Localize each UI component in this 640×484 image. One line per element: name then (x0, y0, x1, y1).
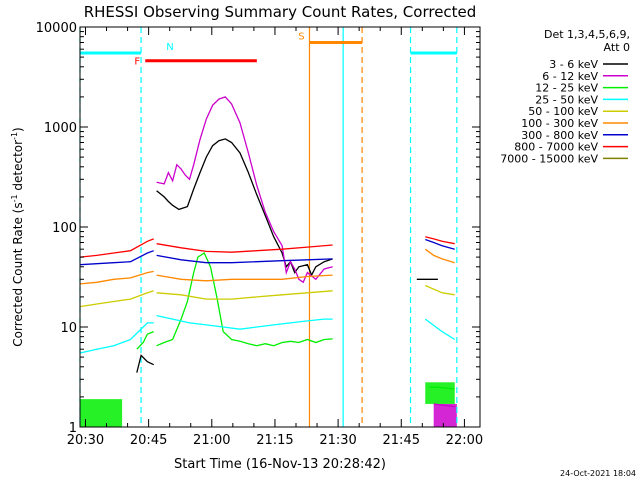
y-axis-label-end: ) (11, 127, 25, 132)
y-axis-label-main: Corrected Count Rate (s (11, 202, 25, 346)
legend-label-0: 3 - 6 keV (549, 58, 598, 71)
legend-label-1: 6 - 12 keV (542, 70, 598, 83)
generated-date: 24-Oct-2021 18:04 (560, 469, 636, 478)
y-tick-label-2: 100 (52, 221, 77, 236)
series-line-4-1 (156, 290, 333, 300)
plot-area: N F S (79, 27, 458, 427)
series-line-4-2 (425, 284, 455, 296)
series-line-5-1 (156, 274, 333, 282)
x-tick-label-0: 20:30 (67, 433, 104, 448)
flag-label-F: F (134, 57, 140, 68)
legend-label-5: 100 - 300 keV (521, 117, 598, 130)
series-line-3-2 (424, 318, 456, 341)
series-line-5-0 (79, 270, 154, 285)
y-tick-label-3: 1000 (44, 121, 77, 136)
legend-label-7: 800 - 7000 keV (514, 141, 598, 154)
low-count-block-0 (80, 399, 123, 427)
legend-label-2: 12 - 25 keV (535, 82, 598, 95)
low-count-block-2 (425, 382, 455, 404)
y-tick-label-1: 10 (60, 321, 77, 336)
series-line-7-2 (425, 236, 455, 245)
y-axis-label-sup1: -1 (10, 194, 19, 202)
series-line-7-1 (156, 243, 333, 253)
y-tick-label-4: 10000 (36, 21, 77, 36)
series-line-2-1 (156, 252, 333, 347)
legend-label-4: 50 - 100 keV (528, 105, 598, 118)
legend-header-detectors: Det 1,3,4,5,6,9, (544, 28, 630, 41)
x-tick-label-3: 21:15 (256, 433, 293, 448)
y-tick-label-0: 1 (69, 421, 77, 436)
legend-label-3: 25 - 50 keV (535, 93, 598, 106)
y-axis-label-sup2: -1 (10, 132, 19, 140)
legend-label-6: 300 - 800 keV (521, 129, 598, 142)
series-line-7-0 (79, 238, 154, 258)
series-line-0-1 (156, 138, 333, 277)
x-tick-label-6: 22:00 (446, 433, 483, 448)
x-tick-label-1: 20:45 (130, 433, 167, 448)
series-line-2-2 (429, 386, 455, 390)
series-line-6-0 (79, 250, 154, 266)
low-count-block-1 (433, 403, 457, 427)
series-line-6-1 (156, 254, 333, 264)
chart-title: RHESSI Observing Summary Count Rates, Co… (84, 3, 477, 21)
series-line-3-0 (79, 322, 154, 354)
x-tick-label-5: 21:45 (383, 433, 420, 448)
series-line-1-0 (156, 96, 333, 284)
flag-label-N: N (166, 42, 173, 53)
legend-label-8: 7000 - 15000 keV (500, 152, 598, 165)
series-line-5-2 (424, 248, 455, 264)
x-axis-label: Start Time (16-Nov-13 20:28:42) (174, 457, 386, 472)
y-axis-label-mid: detector (11, 140, 25, 195)
x-tick-label-2: 21:00 (193, 433, 230, 448)
axes (79, 26, 481, 428)
x-tick-label-4: 21:30 (319, 433, 356, 448)
series-line-1-1 (433, 403, 455, 408)
ticks: 20:30 20:45 21:00 21:15 21:30 21:45 22:00 1 10 10… (36, 21, 484, 448)
plot-frame (79, 26, 481, 428)
series-line-4-0 (79, 290, 154, 308)
series-line-2-0 (136, 330, 154, 350)
legend-header-attenuator: Att 0 (604, 41, 630, 54)
series-line-6-2 (425, 238, 455, 250)
y-axis-label: Corrected Count Rate (s-1 detector-1) (10, 127, 25, 346)
flag-label-S: S (298, 31, 304, 42)
series-line-0-0 (136, 354, 154, 373)
series-line-3-1 (156, 314, 333, 330)
